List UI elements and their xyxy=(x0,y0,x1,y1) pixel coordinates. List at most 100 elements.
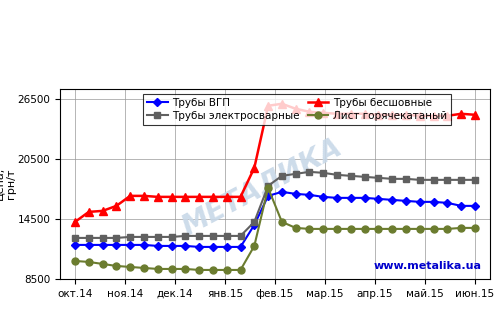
Трубы ВГП xyxy=(155,244,161,248)
Лист горячекатаный xyxy=(348,227,354,231)
Трубы электросварные xyxy=(292,172,298,176)
Трубы бесшовные xyxy=(127,194,133,198)
Трубы электросварные xyxy=(252,220,258,224)
Трубы ВГП xyxy=(265,194,271,198)
Трубы электросварные xyxy=(72,236,78,240)
Трубы бесшовные xyxy=(444,114,450,118)
Трубы ВГП xyxy=(196,245,202,249)
Трубы бесшовные xyxy=(417,114,423,118)
Трубы ВГП xyxy=(168,244,174,248)
Трубы бесшовные xyxy=(348,112,354,116)
Трубы электросварные xyxy=(279,174,285,178)
Трубы электросварные xyxy=(127,235,133,239)
Трубы электросварные xyxy=(320,171,326,175)
Трубы электросварные xyxy=(155,235,161,239)
Трубы бесшовные xyxy=(238,195,244,199)
Трубы ВГП xyxy=(430,200,436,204)
Трубы бесшовные xyxy=(86,210,92,214)
Трубы бесшовные xyxy=(472,113,478,117)
Трубы ВГП xyxy=(252,223,258,227)
Лист горячекатаный xyxy=(458,226,464,230)
Трубы ВГП xyxy=(403,199,409,203)
Трубы ВГП xyxy=(182,244,188,248)
Line: Трубы ВГП: Трубы ВГП xyxy=(72,189,478,250)
Трубы ВГП xyxy=(292,192,298,196)
Трубы электросварные xyxy=(403,177,409,181)
Трубы ВГП xyxy=(210,245,216,249)
Лист горячекатаный xyxy=(389,227,395,231)
Трубы электросварные xyxy=(114,236,119,240)
Лист горячекатаный xyxy=(444,227,450,231)
Трубы электросварные xyxy=(472,178,478,182)
Трубы электросварные xyxy=(224,234,230,238)
Трубы ВГП xyxy=(86,243,92,247)
Трубы электросварные xyxy=(86,236,92,240)
Трубы бесшовные xyxy=(320,111,326,115)
Лист горячекатаный xyxy=(417,227,423,231)
Трубы бесшовные xyxy=(389,113,395,117)
Трубы ВГП xyxy=(72,243,78,247)
Трубы электросварные xyxy=(348,174,354,178)
Лист горячекатаный xyxy=(403,227,409,231)
Лист горячекатаный xyxy=(472,226,478,230)
Трубы бесшовные xyxy=(224,195,230,199)
Трубы ВГП xyxy=(141,243,147,247)
Лист горячекатаный xyxy=(252,244,258,248)
Лист горячекатаный xyxy=(141,266,147,270)
Трубы бесшовные xyxy=(458,112,464,116)
Трубы ВГП xyxy=(114,243,119,247)
Лист горячекатаный xyxy=(430,227,436,231)
Трубы бесшовные xyxy=(265,104,271,108)
Трубы бесшовные xyxy=(279,102,285,106)
Трубы ВГП xyxy=(334,196,340,200)
Трубы электросварные xyxy=(182,234,188,238)
Трубы ВГП xyxy=(348,196,354,200)
Лист горячекатаный xyxy=(86,260,92,264)
Трубы бесшовные xyxy=(306,110,312,114)
Лист горячекатаный xyxy=(306,227,312,231)
Трубы бесшовные xyxy=(182,195,188,199)
Трубы бесшовные xyxy=(334,112,340,116)
Трубы электросварные xyxy=(100,236,105,240)
Трубы электросварные xyxy=(389,177,395,181)
Трубы бесшовные xyxy=(430,114,436,118)
Лист горячекатаный xyxy=(238,268,244,272)
Лист горячекатаный xyxy=(362,227,368,231)
Трубы ВГП xyxy=(306,193,312,197)
Трубы ВГП xyxy=(362,196,368,200)
Трубы бесшовные xyxy=(376,113,382,117)
Трубы электросварные xyxy=(444,178,450,182)
Трубы бесшовные xyxy=(72,220,78,224)
Лист горячекатаный xyxy=(72,259,78,263)
Трубы ВГП xyxy=(417,200,423,204)
Лист горячекатаный xyxy=(182,267,188,271)
Трубы бесшовные xyxy=(114,204,119,208)
Лист горячекатаный xyxy=(196,268,202,272)
Лист горячекатаный xyxy=(168,267,174,271)
Лист горячекатаный xyxy=(334,227,340,231)
Трубы электросварные xyxy=(458,178,464,182)
Трубы бесшовные xyxy=(362,112,368,116)
Трубы ВГП xyxy=(458,204,464,208)
Трубы электросварные xyxy=(334,173,340,177)
Лист горячекатаный xyxy=(155,267,161,271)
Трубы электросварные xyxy=(265,184,271,188)
Лист горячекатаный xyxy=(127,265,133,269)
Трубы бесшовные xyxy=(100,209,105,213)
Трубы ВГП xyxy=(100,243,105,247)
Трубы ВГП xyxy=(224,245,230,249)
Трубы ВГП xyxy=(279,190,285,194)
Трубы ВГП xyxy=(389,198,395,202)
Лист горячекатаный xyxy=(292,226,298,230)
Трубы электросварные xyxy=(306,170,312,174)
Трубы ВГП xyxy=(376,197,382,201)
Трубы бесшовные xyxy=(292,107,298,111)
Legend: Трубы ВГП, Трубы электросварные, Трубы бесшовные, Лист горячекатаный: Трубы ВГП, Трубы электросварные, Трубы б… xyxy=(142,94,451,126)
Трубы электросварные xyxy=(168,235,174,239)
Line: Трубы электросварные: Трубы электросварные xyxy=(72,168,478,241)
Трубы электросварные xyxy=(196,234,202,238)
Лист горячекатаный xyxy=(265,186,271,190)
Лист горячекатаный xyxy=(279,220,285,224)
Трубы бесшовные xyxy=(252,166,258,170)
Трубы электросварные xyxy=(362,175,368,179)
